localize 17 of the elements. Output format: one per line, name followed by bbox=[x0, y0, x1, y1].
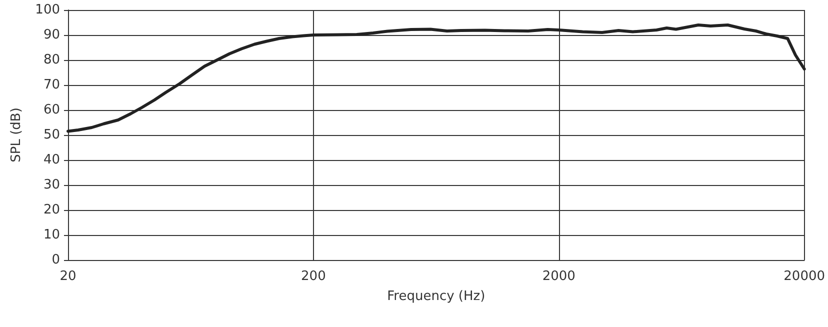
y-tick-label: 20 bbox=[43, 202, 60, 218]
y-tick-label: 70 bbox=[43, 78, 60, 92]
y-tick-label: 80 bbox=[43, 52, 60, 68]
y-tick-label: 10 bbox=[43, 228, 60, 242]
y-tick-label: 60 bbox=[43, 102, 60, 118]
x-tick-label: 20 bbox=[60, 269, 76, 284]
x-tick-label: 20000 bbox=[784, 269, 825, 284]
y-tick-label: 30 bbox=[43, 178, 60, 192]
y-tick-label: 100 bbox=[35, 2, 60, 18]
x-axis-title: Frequency (Hz) bbox=[387, 289, 486, 304]
y-tick-label: 90 bbox=[43, 28, 60, 42]
y-tick-label: 40 bbox=[43, 152, 60, 168]
x-tick-label: 2000 bbox=[542, 269, 576, 284]
x-tick-label: 200 bbox=[301, 269, 326, 284]
y-tick-label: 0 bbox=[52, 252, 60, 268]
y-axis-title: SPL (dB) bbox=[9, 108, 24, 162]
y-tick-label: 50 bbox=[43, 128, 60, 142]
